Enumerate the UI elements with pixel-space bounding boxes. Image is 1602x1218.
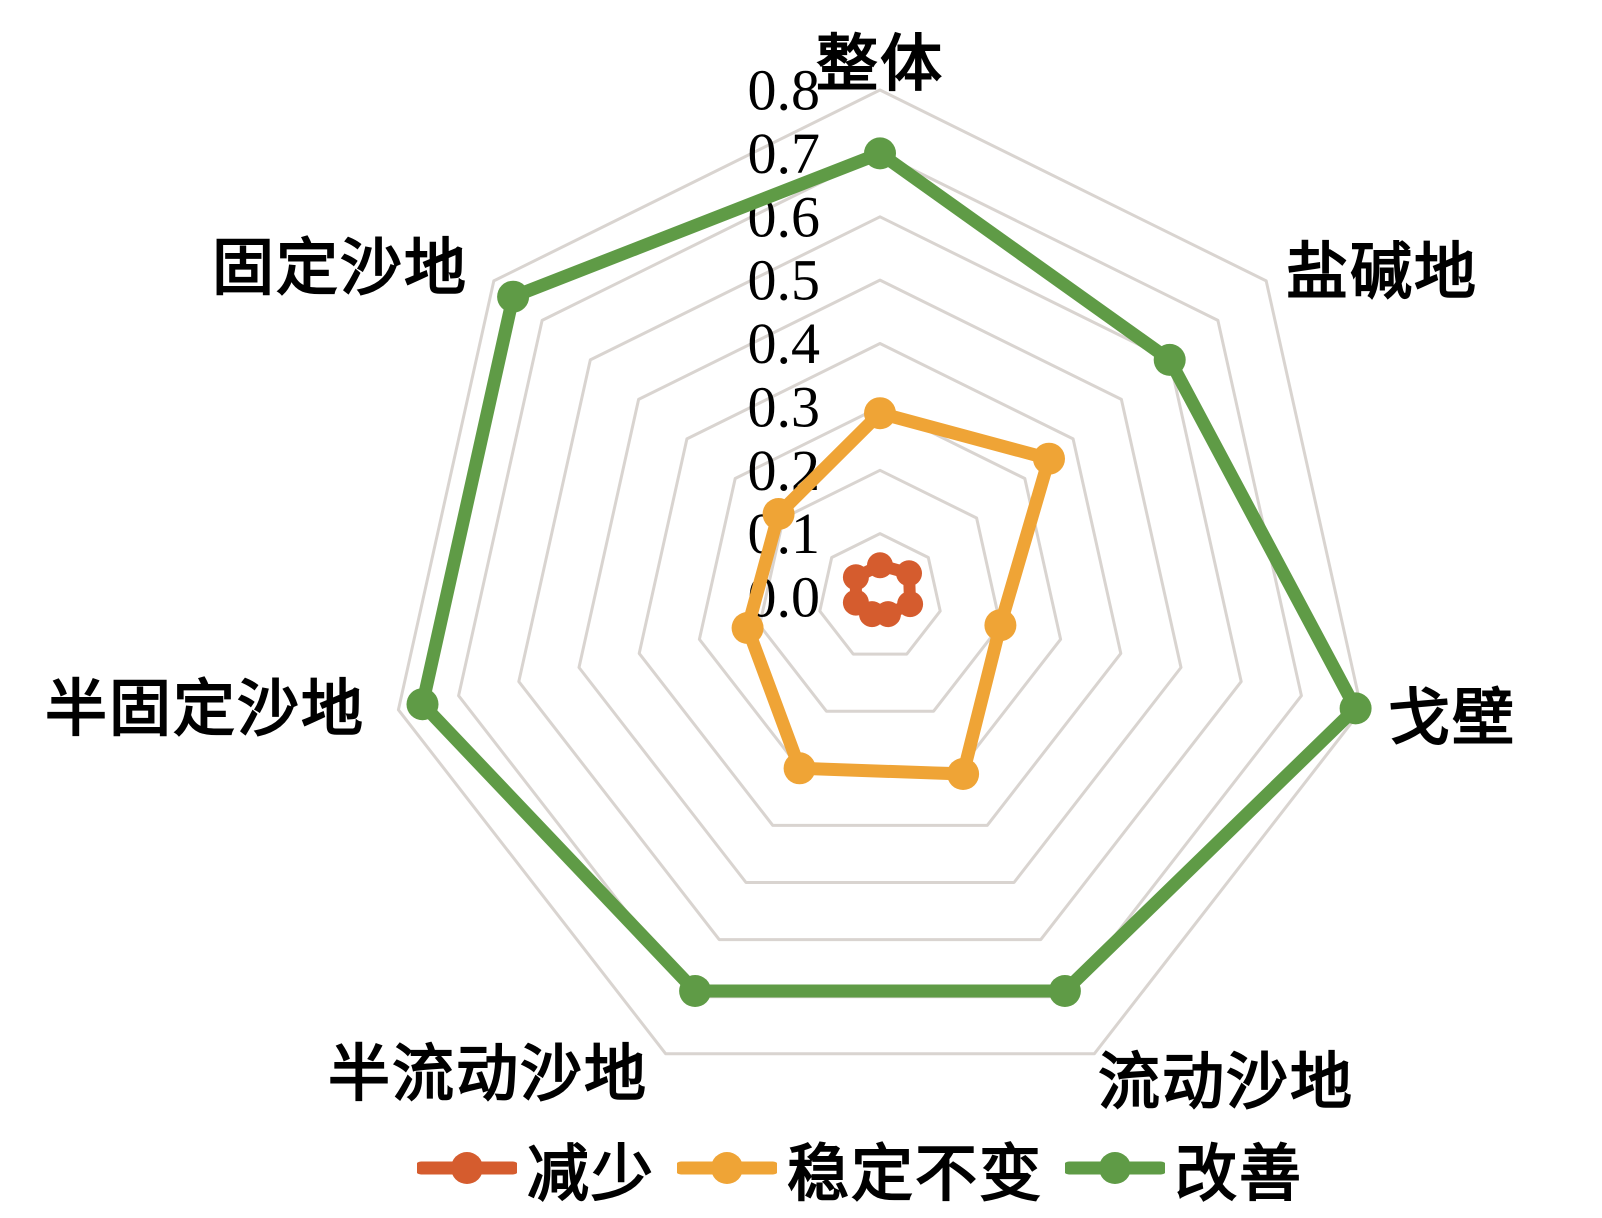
legend-swatch-improve-icon xyxy=(1065,1152,1166,1184)
legend-swatch-decrease-icon xyxy=(416,1152,517,1184)
legend-label-decrease: 减少 xyxy=(526,1141,655,1209)
series-point-stable-6 xyxy=(762,498,795,530)
series-point-decrease-2 xyxy=(897,591,924,618)
series-point-improve-6 xyxy=(497,280,530,313)
legend: 减少 稳定不变 改善 xyxy=(416,1123,1303,1213)
radial-tick-label: 0.3 xyxy=(748,374,821,439)
series-point-stable-5 xyxy=(731,612,764,644)
grid-ring xyxy=(637,342,1123,827)
axis-label-mobile-sand: 流动沙地 xyxy=(1097,1049,1355,1117)
legend-item-decrease: 减少 xyxy=(416,1123,655,1213)
series-point-stable-2 xyxy=(984,609,1017,642)
series-point-decrease-5 xyxy=(842,589,869,616)
legend-label-improve: 改善 xyxy=(1175,1141,1304,1209)
series-point-stable-1 xyxy=(1033,442,1065,475)
axis-label-saline-alkali: 盐碱地 xyxy=(1285,239,1479,307)
grid-ring xyxy=(577,278,1183,884)
legend-label-stable: 稳定不变 xyxy=(786,1141,1044,1209)
legend-item-stable: 稳定不变 xyxy=(676,1123,1044,1213)
axis-label-semi-mobile-sand: 半流动沙地 xyxy=(327,1041,649,1109)
axis-label-overall: 整体 xyxy=(815,31,945,99)
series-line-stable xyxy=(741,406,1056,781)
series-point-improve-2 xyxy=(1339,692,1372,725)
series-point-decrease-1 xyxy=(896,560,922,587)
series-point-improve-3 xyxy=(1048,975,1081,1007)
series-point-decrease-0 xyxy=(867,552,893,579)
legend-swatch-stable-icon xyxy=(676,1152,777,1184)
axis-label-semi-fixed-sand: 半固定沙地 xyxy=(44,676,366,744)
axis-label-fixed-sand: 固定沙地 xyxy=(211,235,469,303)
series-point-improve-5 xyxy=(406,688,439,721)
grid-ring xyxy=(517,215,1243,942)
series-point-improve-1 xyxy=(1153,343,1186,376)
series-point-improve-4 xyxy=(679,975,712,1007)
series-point-decrease-6 xyxy=(842,564,869,591)
radial-tick-label: 0.8 xyxy=(748,58,821,123)
radial-tick-label: 0.5 xyxy=(748,248,821,313)
legend-item-improve: 改善 xyxy=(1065,1123,1303,1213)
grid-ring xyxy=(396,88,1364,1056)
series-point-improve-0 xyxy=(864,137,896,170)
radial-tick-label: 0.2 xyxy=(748,438,821,503)
series-point-stable-3 xyxy=(947,758,980,790)
grid-ring xyxy=(758,468,1002,713)
series-point-stable-4 xyxy=(783,752,816,785)
radial-tick-label: 0.4 xyxy=(748,311,821,376)
grid-ring xyxy=(818,532,942,656)
series-line-improve xyxy=(416,146,1363,998)
series-point-stable-0 xyxy=(864,397,896,430)
axis-label-gobi: 戈壁 xyxy=(1387,685,1517,753)
